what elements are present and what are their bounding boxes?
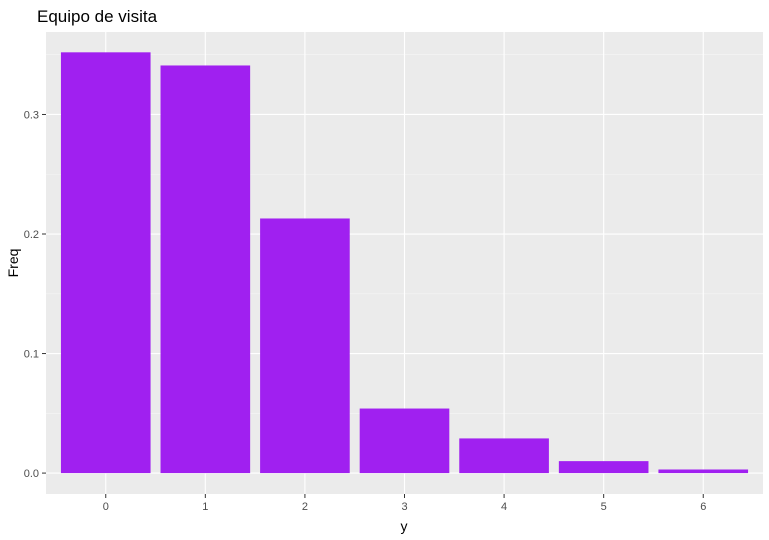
bar-0 [60,52,151,474]
bar-6 [658,469,749,474]
x-tick-label: 2 [302,501,308,513]
x-tick-label: 0 [103,501,109,513]
x-tick-label: 5 [601,501,607,513]
x-tick-label: 1 [202,501,208,513]
chart-title: Equipo de visita [37,7,158,26]
bar-5 [558,461,649,474]
bar-2 [260,218,350,474]
y-tick-label: 0.1 [24,349,39,361]
bar-1 [160,65,251,474]
x-axis-title: y [401,518,408,534]
y-tick-label: 0.3 [24,109,39,121]
y-tick-label: 0.0 [24,468,39,480]
x-tick-label: 6 [700,501,706,513]
bar-4 [459,438,549,474]
x-axis: 0 1 2 3 4 5 6 [103,494,706,513]
y-axis-title: Freq [5,249,21,278]
y-axis: 0.0 0.1 0.2 0.3 [24,109,46,480]
x-tick-label: 4 [501,501,507,513]
bars [60,52,749,474]
x-tick-label: 3 [401,501,407,513]
y-tick-label: 0.2 [24,229,39,241]
bar-3 [359,408,450,474]
